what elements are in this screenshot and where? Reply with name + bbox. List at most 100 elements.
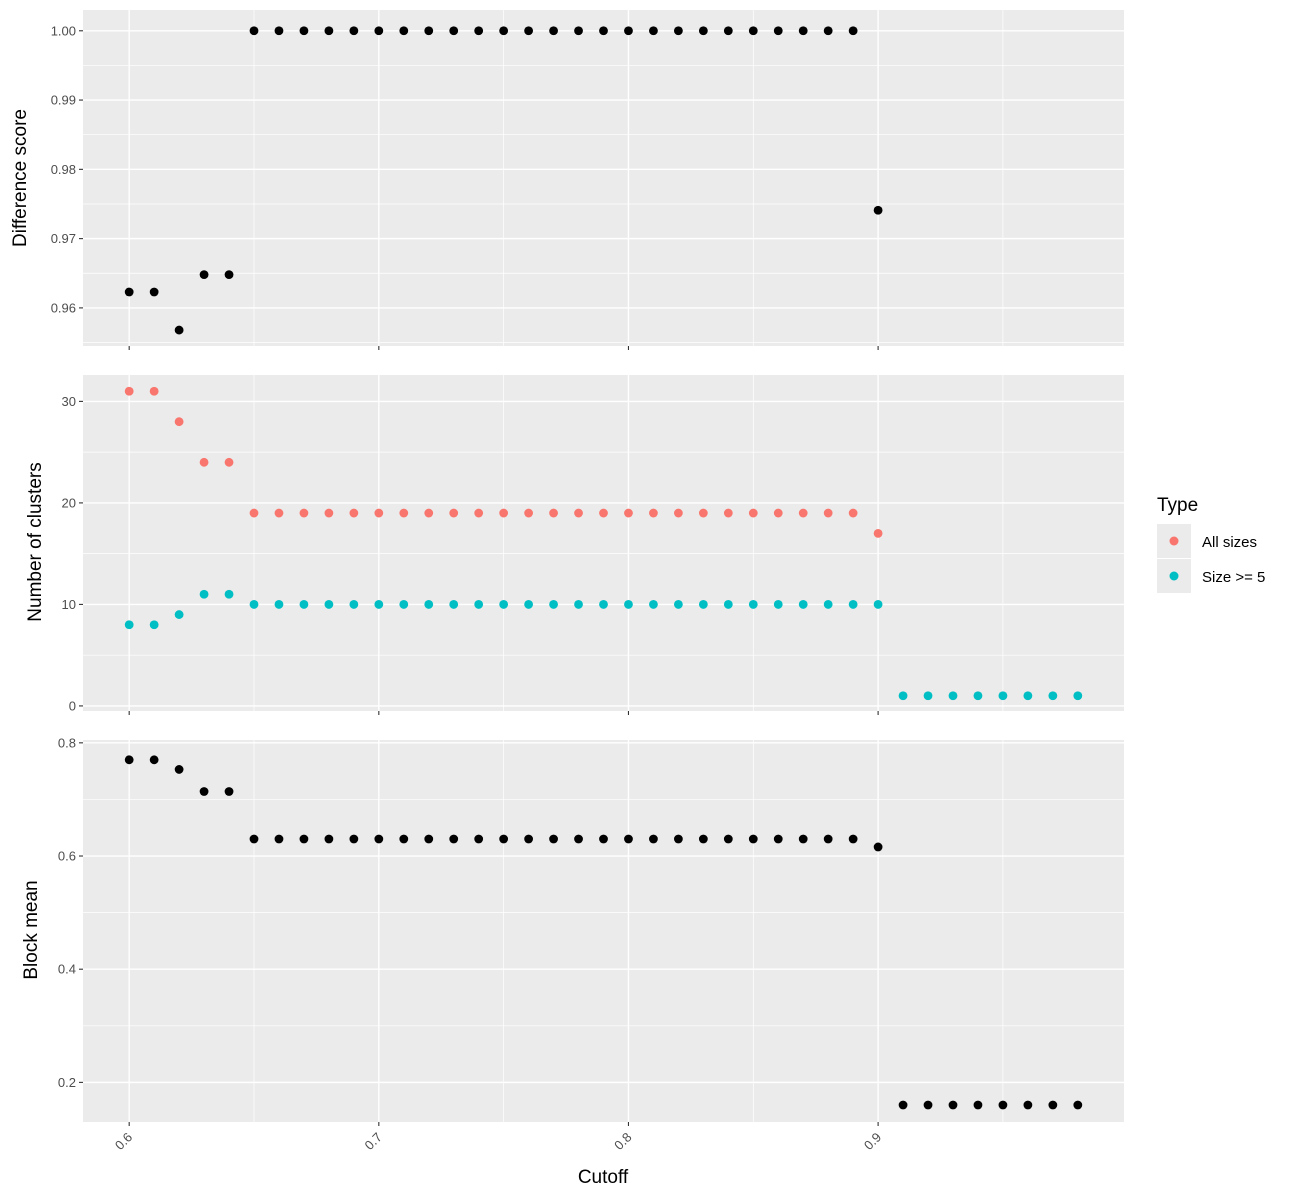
data-point-series-0 <box>249 26 259 36</box>
data-point-all-sizes <box>649 508 658 518</box>
data-point-size-5 <box>499 600 509 609</box>
data-point-size-5 <box>299 600 309 609</box>
y-tick-label: 30 <box>62 394 76 409</box>
data-point-all-sizes <box>773 508 783 518</box>
data-point-all-sizes <box>124 386 134 396</box>
data-point-series-0 <box>973 1100 983 1110</box>
data-point-size-5 <box>973 691 983 701</box>
data-point-size-5 <box>898 691 908 701</box>
data-point-series-0 <box>374 834 384 844</box>
legend-label-size-ge-5: Size >= 5 <box>1202 569 1265 586</box>
data-point-size-5 <box>149 620 159 630</box>
data-point-all-sizes <box>174 417 184 427</box>
data-point-all-sizes <box>199 457 209 467</box>
data-point-series-0 <box>649 26 658 36</box>
data-point-all-sizes <box>698 508 708 518</box>
y-axis-title-number-of-clusters: Number of clusters <box>25 462 46 621</box>
legend-key-size-ge-5 <box>1169 571 1179 581</box>
data-point-size-5 <box>1048 691 1058 701</box>
y-axis-title-difference-score: Difference score <box>10 109 31 247</box>
data-point-series-0 <box>1023 1100 1033 1110</box>
y-tick-label: 0.6 <box>58 849 76 864</box>
data-point-series-0 <box>898 1100 908 1110</box>
data-point-series-0 <box>624 26 633 36</box>
y-tick-label: 0.97 <box>51 231 76 246</box>
data-point-all-sizes <box>574 508 583 518</box>
data-point-series-0 <box>599 26 608 36</box>
data-point-series-0 <box>549 834 558 844</box>
data-point-all-sizes <box>299 508 309 518</box>
data-point-size-5 <box>199 589 209 599</box>
data-point-all-sizes <box>374 508 384 518</box>
legend-label-all-sizes: All sizes <box>1202 534 1257 551</box>
data-point-series-0 <box>399 834 409 844</box>
data-point-size-5 <box>599 600 608 609</box>
data-point-series-0 <box>399 26 409 36</box>
data-point-all-sizes <box>224 457 234 467</box>
panel-difference-score: 0.96 0.97 0.98 0.99 1.00 <box>51 10 1124 350</box>
data-point-series-0 <box>998 1100 1008 1110</box>
legend-title: Type <box>1157 495 1198 516</box>
data-point-series-0 <box>1073 1100 1083 1110</box>
data-point-series-0 <box>174 765 184 774</box>
data-point-series-0 <box>449 834 459 844</box>
data-point-size-5 <box>649 600 658 609</box>
data-point-all-sizes <box>474 508 484 518</box>
panel-number-of-clusters: 0 10 20 30 <box>62 375 1124 715</box>
y-tick-label: 0.98 <box>51 162 76 177</box>
legend-key-all-sizes <box>1169 536 1179 546</box>
data-point-series-0 <box>324 834 334 844</box>
data-point-series-0 <box>649 834 658 844</box>
data-point-all-sizes <box>624 508 633 518</box>
data-point-size-5 <box>873 600 883 609</box>
y-tick-label: 20 <box>62 495 76 510</box>
data-point-size-5 <box>549 600 558 609</box>
data-point-series-0 <box>124 755 134 765</box>
data-point-size-5 <box>474 600 484 609</box>
data-point-series-0 <box>349 834 359 844</box>
data-point-series-0 <box>149 755 159 765</box>
panel-block-mean: 0.20.40.60.80.6 0.7 0.8 0.9 <box>58 735 1124 1153</box>
data-point-series-0 <box>349 26 359 36</box>
data-point-size-5 <box>249 600 259 609</box>
y-tick-label: 0.8 <box>58 735 76 750</box>
data-point-size-5 <box>624 600 633 609</box>
data-point-size-5 <box>574 600 583 609</box>
panel-background <box>83 10 1124 346</box>
data-point-size-5 <box>698 600 708 609</box>
data-point-series-0 <box>424 834 434 844</box>
data-point-series-0 <box>324 26 334 36</box>
data-point-series-0 <box>948 1100 958 1110</box>
data-point-size-5 <box>524 600 534 609</box>
data-point-series-0 <box>599 834 608 844</box>
data-point-series-0 <box>748 26 758 36</box>
data-point-series-0 <box>823 834 833 844</box>
data-point-all-sizes <box>274 508 284 518</box>
legend: Type All sizes Size >= 5 <box>1157 495 1265 593</box>
data-point-series-0 <box>224 787 234 796</box>
data-point-size-5 <box>948 691 958 701</box>
data-point-all-sizes <box>748 508 758 518</box>
data-point-size-5 <box>923 691 933 701</box>
y-tick-label: 0.2 <box>58 1075 76 1090</box>
data-point-all-sizes <box>873 528 883 538</box>
data-point-series-0 <box>798 26 808 36</box>
data-point-all-sizes <box>149 386 159 396</box>
data-point-series-0 <box>549 26 558 36</box>
data-point-series-0 <box>798 834 808 844</box>
data-point-series-0 <box>499 26 509 36</box>
data-point-size-5 <box>424 600 434 609</box>
data-point-series-0 <box>574 834 583 844</box>
data-point-size-5 <box>823 600 833 609</box>
data-point-all-sizes <box>673 508 683 518</box>
data-point-series-0 <box>199 270 209 280</box>
panel-background <box>83 375 1124 711</box>
data-point-size-5 <box>798 600 808 609</box>
data-point-series-0 <box>124 287 134 297</box>
data-point-all-sizes <box>499 508 509 518</box>
data-point-size-5 <box>773 600 783 609</box>
data-point-series-0 <box>524 834 534 844</box>
data-point-size-5 <box>374 600 384 609</box>
data-point-size-5 <box>349 600 359 609</box>
data-point-all-sizes <box>848 508 858 518</box>
